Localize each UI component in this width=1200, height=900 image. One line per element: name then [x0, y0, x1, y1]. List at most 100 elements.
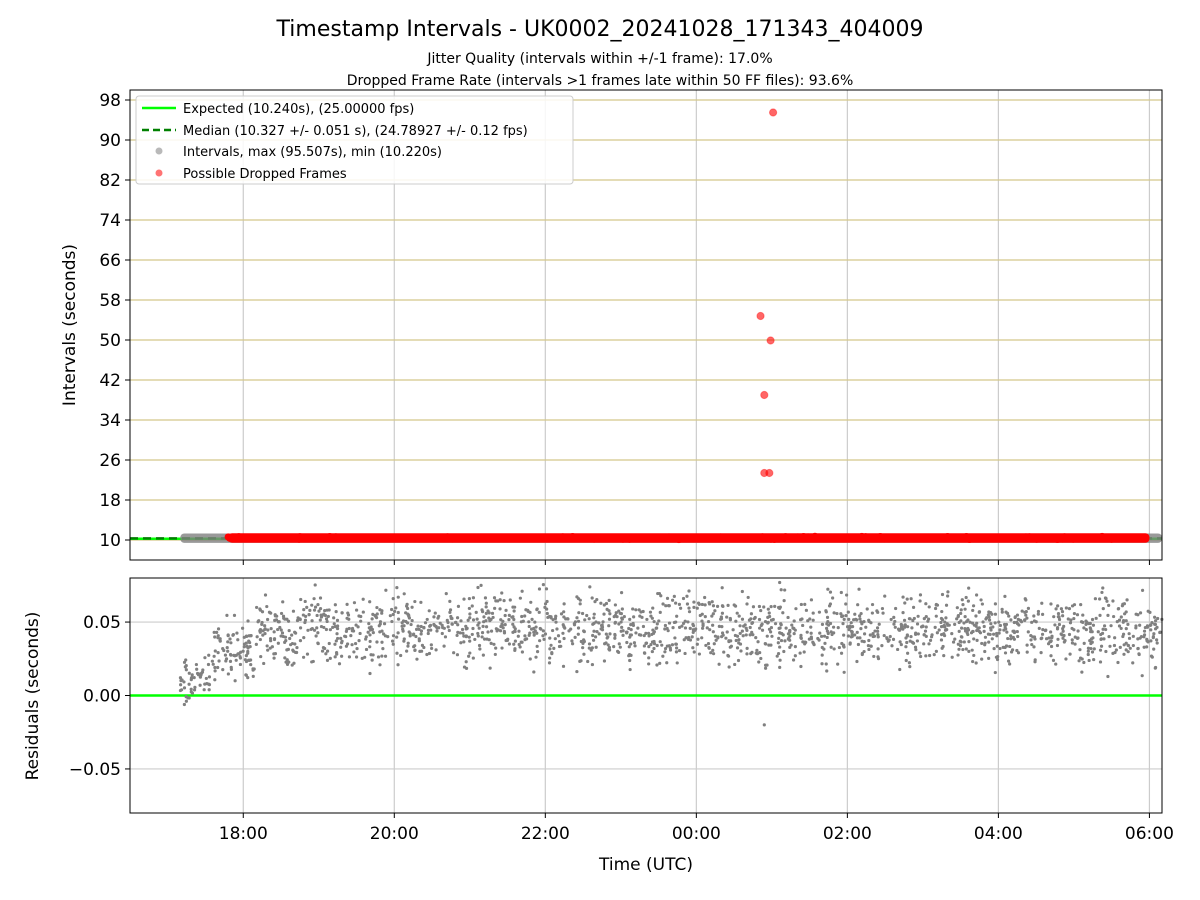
residual-point — [402, 637, 406, 641]
residual-point — [312, 597, 316, 601]
residual-point — [979, 598, 983, 602]
residual-point — [696, 637, 700, 641]
residual-point — [306, 628, 310, 632]
residual-point — [475, 617, 479, 621]
residual-point — [513, 627, 517, 631]
residual-point — [247, 634, 251, 638]
residual-point — [203, 656, 207, 660]
residual-point — [529, 627, 534, 631]
residual-point — [562, 610, 566, 614]
residual-point — [1046, 642, 1051, 646]
residual-point — [881, 611, 885, 615]
residual-point — [835, 611, 839, 616]
residual-point — [904, 658, 908, 663]
residual-point — [867, 638, 871, 643]
residual-point — [246, 676, 250, 680]
residual-point — [312, 628, 317, 632]
residual-point — [733, 633, 737, 638]
residual-point — [1001, 645, 1005, 649]
residual-point — [966, 632, 970, 637]
residual-point — [484, 605, 488, 609]
residual-point — [668, 648, 673, 652]
residuals-x-tick-label: 00:00 — [672, 824, 721, 844]
residual-point — [1067, 606, 1072, 611]
residual-point — [313, 583, 317, 587]
residual-point — [1134, 626, 1138, 630]
residual-point — [316, 631, 320, 635]
residual-point — [883, 594, 887, 598]
residual-point — [882, 633, 886, 638]
residual-point — [529, 600, 533, 604]
residual-point — [541, 629, 545, 633]
residual-point — [527, 624, 531, 629]
dropped-frame-point — [419, 535, 427, 543]
residual-point — [268, 646, 272, 650]
residual-point — [674, 642, 678, 646]
residual-point — [880, 644, 884, 648]
residual-point — [647, 634, 651, 638]
residual-point — [1151, 635, 1155, 639]
residual-point — [333, 603, 337, 607]
residual-point — [182, 702, 186, 707]
residual-point — [1098, 648, 1103, 652]
dropped-frame-point — [1110, 534, 1119, 542]
residual-point — [890, 644, 894, 648]
residual-point — [1089, 637, 1094, 641]
residual-point — [576, 596, 581, 601]
residual-point — [903, 623, 907, 627]
residual-point — [922, 642, 926, 646]
residual-point — [512, 642, 516, 646]
residual-point — [456, 604, 461, 608]
residual-point — [293, 630, 297, 634]
residual-point — [1049, 639, 1053, 644]
residual-point — [600, 628, 605, 632]
residual-point — [836, 662, 840, 666]
residual-point — [822, 647, 826, 651]
residual-point — [619, 629, 623, 633]
legend-dropped-label: Possible Dropped Frames — [183, 167, 347, 182]
residual-point — [1108, 644, 1112, 648]
residual-point — [604, 632, 608, 636]
residual-point — [507, 618, 511, 622]
residual-point — [1006, 636, 1010, 641]
residual-point — [831, 625, 836, 629]
residual-point — [709, 651, 713, 655]
residual-point — [1056, 612, 1061, 616]
dropped-frame-point — [369, 534, 377, 542]
residual-point — [825, 629, 830, 633]
residual-point — [1085, 620, 1089, 624]
dropped-frame-point — [342, 535, 350, 543]
residual-point — [787, 636, 791, 640]
residual-point — [700, 602, 704, 607]
residual-point — [1091, 623, 1096, 627]
residual-point — [852, 618, 856, 622]
residual-point — [303, 620, 307, 625]
residual-point — [493, 606, 497, 610]
residual-point — [687, 610, 692, 614]
residual-point — [862, 632, 867, 636]
residual-point — [608, 632, 612, 636]
residuals-x-tick-label: 22:00 — [521, 824, 570, 844]
residual-point — [1136, 613, 1140, 617]
residual-point — [229, 667, 233, 671]
residual-point — [765, 634, 769, 638]
residual-point — [686, 620, 690, 624]
residual-point — [724, 636, 728, 640]
residual-point — [628, 635, 632, 639]
residual-point — [422, 645, 426, 650]
residual-point — [263, 593, 268, 597]
residual-point — [607, 617, 612, 621]
residual-point — [759, 608, 763, 613]
legend-box — [135, 95, 574, 185]
residual-point — [628, 658, 632, 663]
residual-point — [670, 598, 675, 602]
residual-point — [755, 648, 759, 652]
residual-point — [370, 617, 374, 621]
residual-point — [216, 627, 221, 631]
residual-point — [613, 636, 617, 640]
residual-point — [1078, 648, 1082, 652]
residual-point — [876, 610, 880, 614]
residual-point — [839, 651, 844, 655]
residual-point — [1142, 645, 1146, 649]
residual-point — [229, 641, 233, 645]
